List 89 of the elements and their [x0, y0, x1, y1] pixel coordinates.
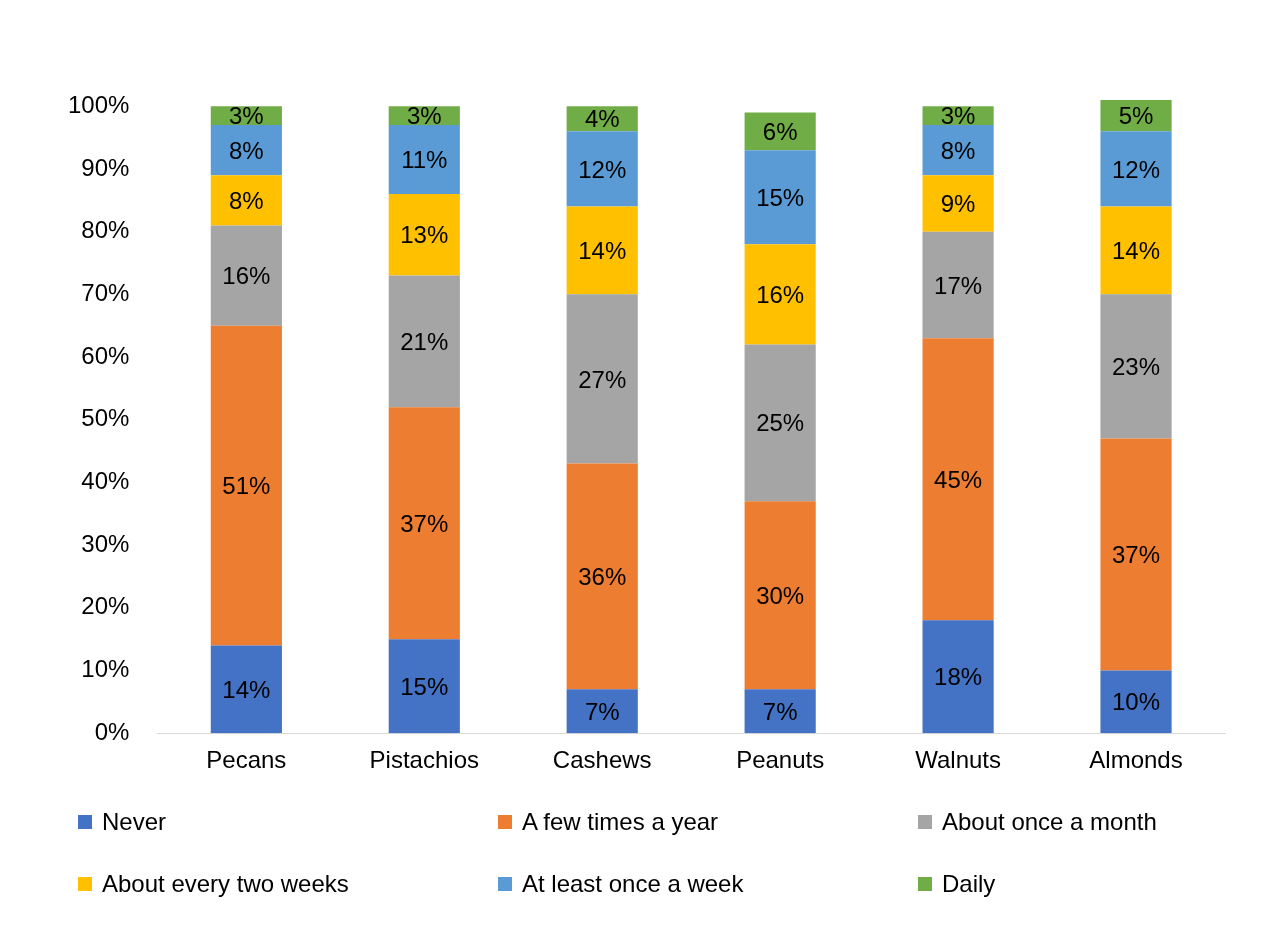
data-label: 16% — [222, 262, 271, 290]
legend-label: At least once a week — [522, 870, 744, 898]
bar — [922, 231, 994, 339]
bar — [210, 175, 282, 226]
bar — [388, 407, 460, 640]
bar — [566, 206, 638, 295]
bar — [566, 131, 638, 207]
bar — [1100, 294, 1172, 439]
bar — [566, 689, 638, 734]
bar — [1100, 438, 1172, 671]
bar — [1100, 670, 1172, 734]
y-tick-label: 20% — [81, 592, 130, 620]
data-label: 7% — [584, 697, 620, 725]
data-label: 3% — [406, 102, 442, 130]
y-tick-label: 30% — [81, 529, 130, 557]
data-label: 36% — [578, 563, 627, 591]
data-label: 12% — [1112, 155, 1161, 183]
bar — [388, 194, 460, 276]
data-label: 5% — [1118, 102, 1154, 130]
data-label: 10% — [1112, 688, 1161, 716]
data-label: 14% — [222, 675, 271, 703]
data-label: 45% — [934, 465, 983, 493]
data-label: 7% — [762, 697, 798, 725]
data-label: 4% — [584, 105, 620, 133]
data-label: 23% — [1112, 353, 1161, 381]
y-tick-label: 90% — [81, 153, 130, 181]
x-tick-label: Almonds — [1089, 746, 1183, 774]
legend-label: About once a month — [942, 808, 1157, 836]
x-tick-label: Walnuts — [915, 746, 1001, 774]
data-label: 14% — [1112, 237, 1161, 265]
bar — [744, 344, 816, 502]
bar — [744, 150, 816, 245]
data-label: 18% — [934, 663, 983, 691]
data-label: 9% — [940, 190, 976, 218]
x-tick-label: Cashews — [552, 746, 652, 774]
data-label: 14% — [578, 237, 627, 265]
bar — [210, 225, 282, 326]
data-label: 3% — [229, 102, 264, 130]
y-tick-label: 70% — [81, 278, 130, 306]
data-label: 30% — [756, 581, 805, 609]
legend-label: A few times a year — [522, 808, 719, 836]
data-label: 27% — [578, 365, 627, 393]
x-tick-label: Pistachios — [369, 746, 479, 774]
bar — [922, 338, 994, 621]
y-tick-label: 40% — [81, 467, 130, 495]
data-label: 15% — [400, 672, 449, 700]
legend-label: About every two weeks — [102, 870, 349, 898]
bar — [744, 689, 816, 734]
data-label: 13% — [400, 221, 449, 249]
bar — [388, 639, 460, 734]
bar — [922, 125, 994, 176]
bar — [388, 275, 460, 408]
data-label: 51% — [222, 472, 271, 500]
bar — [388, 125, 460, 195]
data-label: 37% — [1112, 541, 1161, 569]
bar — [210, 325, 282, 646]
y-tick-label: 0% — [94, 717, 130, 745]
y-tick-label: 60% — [81, 341, 130, 369]
data-label: 16% — [756, 280, 805, 308]
legend-label: Daily — [942, 870, 996, 898]
x-tick-label: Peanuts — [736, 746, 825, 774]
data-label: 6% — [762, 117, 798, 145]
data-label: 8% — [229, 136, 264, 164]
data-label: 21% — [400, 327, 449, 355]
y-tick-label: 100% — [67, 90, 130, 118]
bar — [210, 645, 282, 734]
bar — [744, 244, 816, 345]
bar — [566, 294, 638, 464]
bar — [566, 463, 638, 690]
data-label: 12% — [578, 155, 627, 183]
data-label: 8% — [229, 186, 264, 214]
bar — [1100, 131, 1172, 207]
data-label: 11% — [401, 146, 448, 174]
x-tick-label: Pecans — [206, 746, 287, 774]
data-label: 17% — [934, 271, 983, 299]
bar — [922, 175, 994, 232]
data-label: 8% — [940, 136, 976, 164]
y-tick-label: 50% — [81, 404, 130, 432]
bar — [744, 501, 816, 690]
data-label: 3% — [940, 102, 976, 130]
y-tick-label: 10% — [81, 655, 130, 683]
data-label: 37% — [400, 509, 449, 537]
bar — [210, 125, 282, 176]
bar — [922, 620, 994, 734]
y-tick-label: 80% — [81, 216, 130, 244]
data-label: 15% — [756, 183, 805, 211]
legend-label: Never — [102, 808, 167, 836]
data-label: 25% — [756, 409, 805, 437]
bar — [1100, 206, 1172, 295]
